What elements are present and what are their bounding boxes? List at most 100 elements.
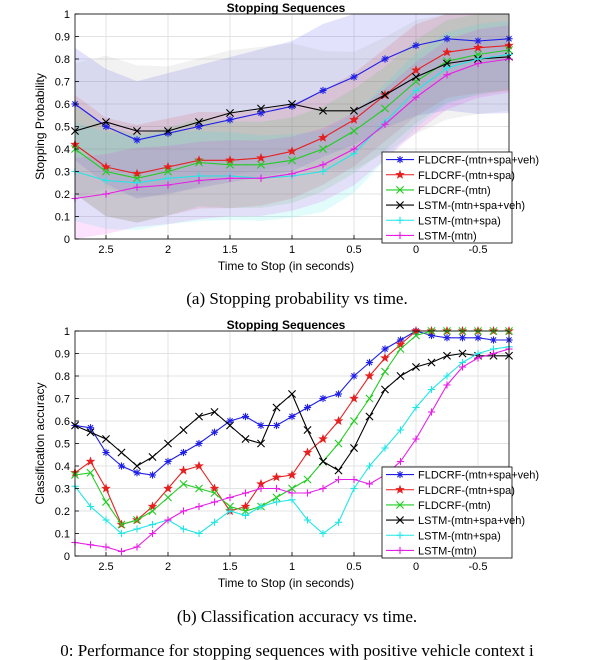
data-point-s2-8 (319, 145, 327, 153)
data-point-s1-8 (318, 132, 328, 142)
data-point-s2-9-stroke (210, 489, 219, 497)
data-point-s3-17-stroke (334, 466, 343, 475)
data-point-s3-15-stroke (303, 426, 312, 434)
data-point-s1-11 (240, 501, 251, 511)
data-point-s3-5-stroke (226, 109, 234, 117)
data-point-s2-4-stroke (195, 158, 203, 167)
data-point-s5-6 (164, 516, 172, 524)
y-tick-label: 0.5 (55, 439, 70, 451)
legend-marker-1-shape (395, 484, 405, 494)
data-point-s0-5-stroke (227, 116, 233, 123)
data-point-s0-5-stroke (149, 472, 156, 478)
data-point-s0-12-stroke (444, 35, 450, 42)
data-point-s5-3 (117, 547, 126, 556)
y-tick-label: 0.9 (55, 349, 70, 361)
data-point-s0-10 (381, 55, 389, 63)
data-point-s1-19-shape (364, 370, 375, 381)
data-point-s1-13-shape (473, 42, 483, 52)
data-point-s3-5-stroke (148, 453, 157, 461)
data-point-s3-2-stroke (102, 435, 110, 443)
data-point-s3-23-stroke (427, 358, 436, 367)
y-tick-label: 0.1 (55, 529, 70, 541)
data-point-s1-13-shape (271, 472, 282, 482)
data-point-s1-2 (132, 168, 142, 178)
data-point-s5-6 (257, 174, 265, 182)
data-point-s1-20 (380, 352, 390, 363)
data-point-s5-11 (241, 489, 250, 497)
data-point-s5-21 (396, 457, 405, 466)
x-tick-label: 0 (413, 561, 419, 573)
data-point-s2-7 (179, 480, 188, 488)
legend-label-0: FLDCRF-(mtn+spa+veh) (418, 470, 539, 482)
data-point-s2-4 (195, 158, 203, 167)
y-tick-label: 0.9 (55, 32, 70, 44)
data-point-s2-2 (133, 174, 141, 183)
data-point-s4-1 (86, 502, 95, 511)
data-point-s4-20 (381, 444, 389, 452)
data-point-s2-1 (102, 167, 110, 176)
data-point-s3-13 (272, 403, 281, 412)
data-point-s5-5 (226, 174, 234, 182)
data-point-s3-7 (288, 100, 296, 108)
data-point-s2-7-stroke (179, 480, 188, 488)
data-point-s0-3 (117, 462, 126, 470)
legend-label-5: LSTM-(mtn) (418, 230, 477, 242)
data-point-s1-7 (287, 146, 297, 156)
data-point-s2-19 (365, 394, 374, 403)
data-point-s3-5 (226, 109, 234, 117)
data-point-s0-20-stroke (382, 346, 388, 352)
data-point-s3-15 (303, 426, 312, 434)
data-point-s1-7-shape (287, 146, 297, 156)
legend-marker-5 (396, 231, 404, 240)
data-point-s3-16-stroke (319, 457, 327, 466)
data-point-s2-2-stroke (133, 174, 141, 183)
data-point-s1-3-shape (163, 161, 173, 172)
chart-title: Stopping Sequences (227, 318, 346, 332)
data-point-s1-21-shape (395, 339, 406, 349)
data-point-s0-14-stroke (289, 413, 295, 420)
data-point-s3-11-stroke (412, 73, 420, 81)
data-point-s0-10-stroke (382, 56, 388, 62)
data-point-s3-11-stroke (241, 435, 250, 443)
data-point-s1-14-shape (287, 469, 297, 480)
data-point-s0-13-stroke (475, 38, 481, 44)
data-point-s5-5 (148, 529, 157, 538)
legend-marker-5 (396, 546, 404, 555)
data-point-s0-6 (257, 109, 265, 117)
data-point-s0-14 (288, 412, 296, 421)
data-point-s2-10 (381, 104, 389, 113)
data-point-s1-15-shape (302, 447, 313, 457)
data-point-s2-7-stroke (288, 156, 296, 165)
data-point-s2-2 (102, 498, 110, 506)
data-point-s4-7 (179, 525, 188, 533)
data-point-s1-16-shape (318, 433, 328, 444)
data-point-s5-7 (179, 507, 188, 515)
data-point-s4-16 (319, 529, 327, 538)
data-point-s1-5-shape (147, 501, 158, 511)
data-point-s3-3-stroke (117, 448, 126, 457)
data-point-s2-18-stroke (350, 417, 358, 425)
data-point-s1-15 (302, 447, 313, 457)
data-point-s3-17 (334, 466, 343, 475)
data-point-s1-20-shape (380, 352, 390, 363)
y-tick-label: 0.7 (55, 77, 70, 89)
data-point-s0-11 (412, 41, 420, 50)
legend: FLDCRF-(mtn+spa+veh) FLDCRF-(mtn+spa) FLDC… (381, 151, 539, 244)
data-point-s0-24-stroke (444, 334, 450, 341)
data-point-s5-15 (303, 489, 312, 497)
x-axis-label: Time to Stop (in seconds) (218, 259, 354, 273)
data-point-s2-11-stroke (241, 507, 250, 515)
data-point-s4-3 (117, 529, 126, 538)
data-point-s3-10 (226, 421, 234, 430)
data-point-s2-20 (381, 367, 389, 376)
legend-marker-4 (396, 531, 404, 539)
data-point-s5-18 (350, 475, 358, 484)
legend-marker-3 (396, 201, 404, 210)
data-point-s0-12-stroke (258, 422, 264, 429)
data-point-s3-1-stroke (102, 118, 110, 126)
data-point-s1-5-shape (225, 155, 235, 165)
data-point-s4-1 (102, 176, 110, 185)
data-point-s4-12 (443, 64, 451, 72)
data-point-s2-6-stroke (257, 160, 265, 169)
